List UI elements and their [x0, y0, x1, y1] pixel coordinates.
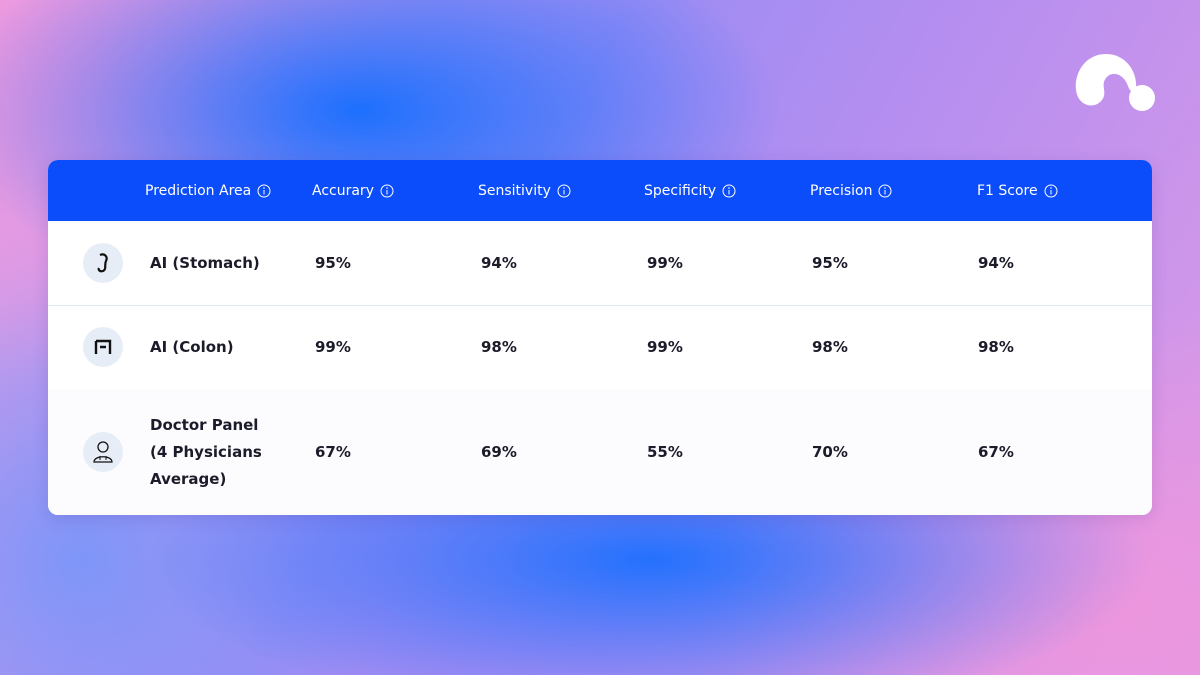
table-cell: 98%	[812, 305, 848, 389]
info-icon	[557, 184, 571, 197]
table-cell: AI (Stomach)	[150, 221, 270, 305]
cell-value: 67%	[315, 443, 351, 461]
table-cell: 95%	[315, 221, 351, 305]
row-icon	[83, 243, 123, 283]
cell-value: 67%	[978, 443, 1014, 461]
info-icon	[1044, 184, 1058, 197]
table-card: Prediction Area Accurary Sensitivity Specif…	[48, 160, 1152, 515]
cell-value: 95%	[315, 254, 351, 272]
column-header: Sensitivity	[478, 160, 571, 221]
row-icon-glyph	[97, 253, 108, 273]
column-header-text: F1 Score	[977, 182, 1038, 199]
table-row: AI (Colon) 99% 98% 99% 98% 98%	[48, 305, 1152, 390]
column-header: Accurary	[312, 160, 394, 221]
cell-value: 69%	[481, 443, 517, 461]
info-icon	[380, 184, 394, 197]
table-cell: 98%	[481, 305, 517, 389]
column-header: Prediction Area	[145, 160, 271, 221]
cell-value: 94%	[978, 254, 1014, 272]
row-icon	[83, 432, 123, 472]
cell-value: 70%	[812, 443, 848, 461]
column-header-text: Accurary	[312, 182, 374, 199]
table-cell: 94%	[978, 221, 1014, 305]
table-cell: 67%	[315, 389, 351, 515]
cell-value: 94%	[481, 254, 517, 272]
table-cell: 98%	[978, 305, 1014, 389]
cell-value: 99%	[647, 254, 683, 272]
row-label: AI (Colon)	[150, 337, 234, 356]
row-label: AI (Stomach)	[150, 253, 260, 272]
table-row: Doctor Panel (4 Physicians Average) 67% 69…	[48, 389, 1152, 515]
table-cell: 67%	[978, 389, 1014, 515]
table-cell: 55%	[647, 389, 683, 515]
table-cell: 95%	[812, 221, 848, 305]
column-header-text: Specificity	[644, 182, 717, 199]
table-cell: 69%	[481, 389, 517, 515]
info-icon	[722, 184, 736, 197]
table-cell: 99%	[647, 221, 683, 305]
cell-value: 95%	[812, 254, 848, 272]
info-icon	[878, 184, 892, 197]
column-header-text: Sensitivity	[478, 182, 551, 199]
cell-value: 55%	[647, 443, 683, 461]
cell-value: 99%	[647, 338, 683, 356]
cell-value: 98%	[812, 338, 848, 356]
column-header-text: Prediction Area	[145, 182, 252, 199]
table-cell: Doctor Panel (4 Physicians Average)	[150, 389, 270, 515]
table-cell: 99%	[315, 305, 351, 389]
row-label: Doctor Panel (4 Physicians Average)	[150, 415, 262, 488]
info-icon	[257, 184, 271, 197]
column-header: Specificity	[644, 160, 736, 221]
cell-value: 98%	[481, 338, 517, 356]
column-header: Precision	[810, 160, 892, 221]
table-row: AI (Stomach) 95% 94% 99% 95% 94%	[48, 221, 1152, 306]
row-icon-glyph	[94, 339, 112, 354]
cell-value: 99%	[315, 338, 351, 356]
row-icon	[83, 327, 123, 367]
table-cell: 99%	[647, 305, 683, 389]
table-cell: AI (Colon)	[150, 305, 270, 389]
cell-value: 98%	[978, 338, 1014, 356]
row-icon-glyph	[93, 441, 113, 463]
column-header-text: Precision	[810, 182, 873, 199]
table-cell: 70%	[812, 389, 848, 515]
logo	[1075, 54, 1155, 111]
column-header: F1 Score	[977, 160, 1058, 221]
table-cell: 94%	[481, 221, 517, 305]
table-header: Prediction Area Accurary Sensitivity Specif…	[48, 160, 1152, 221]
